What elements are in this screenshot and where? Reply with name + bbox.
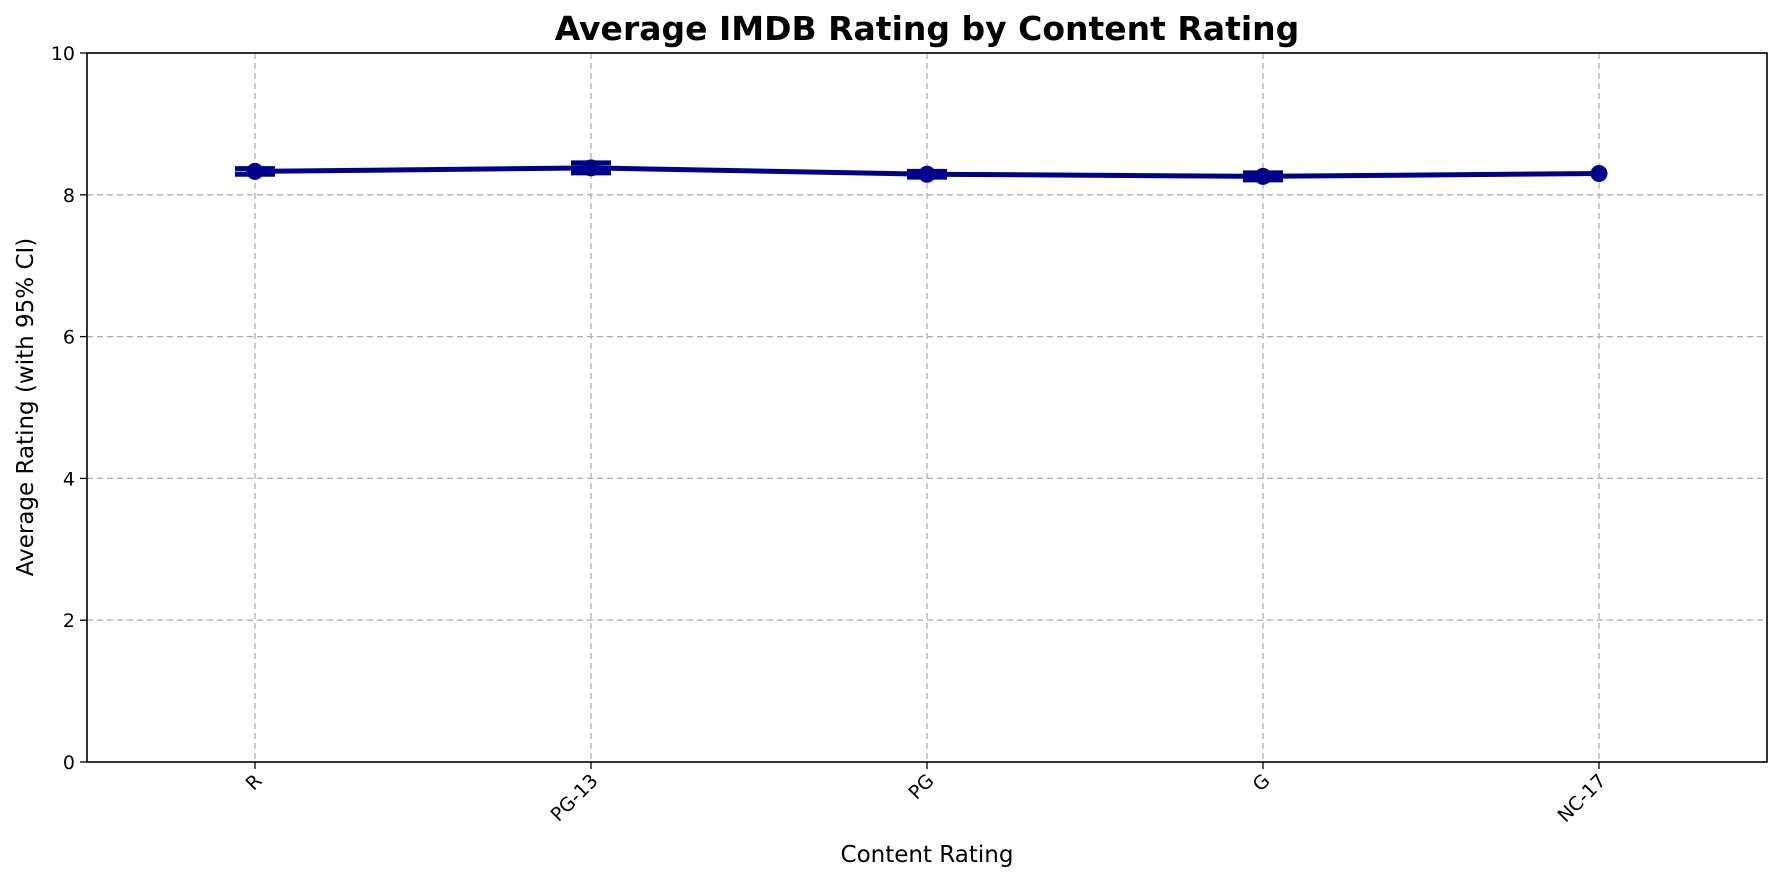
y-tick-label: 2 (63, 610, 75, 632)
x-tick-label: R (242, 770, 267, 795)
data-point (1254, 167, 1272, 185)
y-axis-label: Average Rating (with 95% CI) (13, 238, 39, 577)
x-tick-label: PG-13 (547, 770, 603, 826)
y-tick-label: 0 (63, 752, 75, 774)
chart-title: Average IMDB Rating by Content Rating (555, 9, 1300, 48)
grid (87, 53, 1767, 762)
series-layer (235, 159, 1608, 185)
data-point (246, 162, 264, 180)
y-tick-label: 10 (51, 43, 75, 65)
x-tick-label: NC-17 (1554, 770, 1611, 827)
x-axis-label: Content Rating (841, 842, 1014, 868)
x-tick-label: G (1249, 770, 1275, 796)
x-tick-label: PG (904, 770, 938, 804)
ticks: 0 2 4 6 8 10 R PG-13 PG G NC-17 (51, 43, 1611, 827)
y-tick-label: 4 (63, 468, 75, 490)
data-point (1590, 165, 1608, 183)
y-tick-label: 6 (63, 327, 75, 349)
y-tick-label: 8 (63, 185, 75, 207)
data-point (918, 165, 936, 183)
data-point (582, 159, 600, 177)
